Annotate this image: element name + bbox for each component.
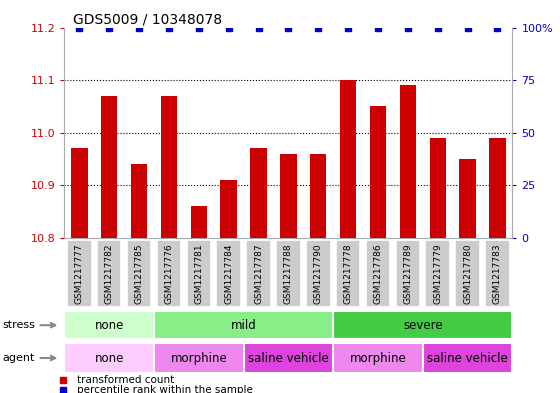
Text: GSM1217789: GSM1217789 <box>403 243 412 304</box>
Text: mild: mild <box>231 319 256 332</box>
FancyBboxPatch shape <box>64 311 154 339</box>
FancyBboxPatch shape <box>485 240 510 307</box>
Text: GSM1217781: GSM1217781 <box>194 243 203 304</box>
FancyBboxPatch shape <box>426 240 450 307</box>
Text: GSM1217787: GSM1217787 <box>254 243 263 304</box>
Bar <box>131 164 147 238</box>
Text: stress: stress <box>3 320 36 330</box>
Text: GSM1217784: GSM1217784 <box>224 243 233 304</box>
Text: GDS5009 / 10348078: GDS5009 / 10348078 <box>73 12 222 26</box>
FancyBboxPatch shape <box>306 240 330 307</box>
Text: severe: severe <box>403 319 442 332</box>
Text: GSM1217780: GSM1217780 <box>463 243 472 304</box>
Text: GSM1217786: GSM1217786 <box>374 243 382 304</box>
Text: GSM1217790: GSM1217790 <box>314 243 323 304</box>
FancyBboxPatch shape <box>64 343 154 373</box>
Text: GSM1217782: GSM1217782 <box>105 243 114 304</box>
FancyBboxPatch shape <box>216 240 241 307</box>
Bar <box>280 154 297 238</box>
Text: saline vehicle: saline vehicle <box>427 351 508 365</box>
Text: GSM1217788: GSM1217788 <box>284 243 293 304</box>
Text: morphine: morphine <box>349 351 407 365</box>
Bar <box>101 96 118 238</box>
Text: agent: agent <box>3 353 35 363</box>
Bar <box>430 138 446 238</box>
Text: GSM1217778: GSM1217778 <box>344 243 353 304</box>
Bar <box>71 149 87 238</box>
Text: saline vehicle: saline vehicle <box>248 351 329 365</box>
Bar <box>370 107 386 238</box>
Text: transformed count: transformed count <box>77 375 174 385</box>
FancyBboxPatch shape <box>455 240 480 307</box>
Text: GSM1217785: GSM1217785 <box>134 243 143 304</box>
Bar <box>190 206 207 238</box>
FancyBboxPatch shape <box>186 240 211 307</box>
FancyBboxPatch shape <box>154 311 333 339</box>
FancyBboxPatch shape <box>333 311 512 339</box>
Bar <box>221 180 237 238</box>
Text: none: none <box>95 319 124 332</box>
Bar <box>250 149 267 238</box>
Bar <box>459 159 476 238</box>
Text: percentile rank within the sample: percentile rank within the sample <box>77 384 253 393</box>
FancyBboxPatch shape <box>67 240 92 307</box>
Text: none: none <box>95 351 124 365</box>
FancyBboxPatch shape <box>423 343 512 373</box>
FancyBboxPatch shape <box>276 240 301 307</box>
Text: GSM1217779: GSM1217779 <box>433 243 442 304</box>
Text: GSM1217783: GSM1217783 <box>493 243 502 304</box>
Text: GSM1217777: GSM1217777 <box>75 243 84 304</box>
FancyBboxPatch shape <box>127 240 151 307</box>
FancyBboxPatch shape <box>154 343 244 373</box>
Bar <box>400 85 416 238</box>
FancyBboxPatch shape <box>157 240 181 307</box>
FancyBboxPatch shape <box>366 240 390 307</box>
Text: morphine: morphine <box>170 351 227 365</box>
Bar <box>310 154 326 238</box>
FancyBboxPatch shape <box>333 343 423 373</box>
FancyBboxPatch shape <box>97 240 122 307</box>
FancyBboxPatch shape <box>336 240 361 307</box>
FancyBboxPatch shape <box>395 240 420 307</box>
FancyBboxPatch shape <box>246 240 271 307</box>
Bar <box>489 138 506 238</box>
Text: GSM1217776: GSM1217776 <box>165 243 174 304</box>
Bar <box>161 96 177 238</box>
Bar <box>340 80 356 238</box>
FancyBboxPatch shape <box>244 343 333 373</box>
